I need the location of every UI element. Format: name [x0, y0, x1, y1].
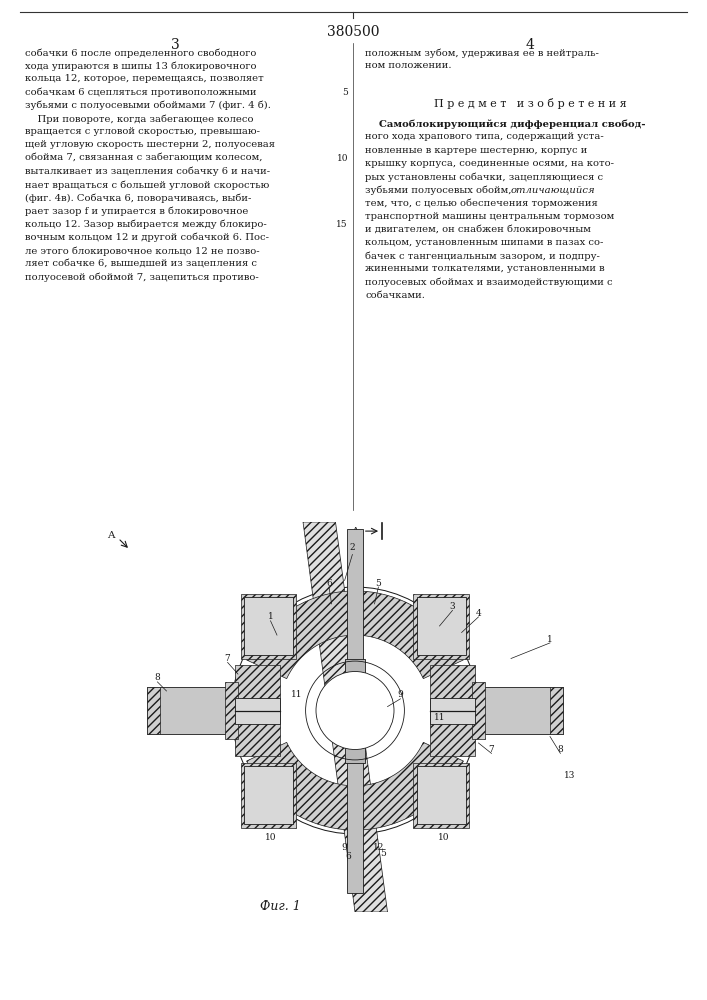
Text: Самоблокирующийся дифференциал свобод-: Самоблокирующийся дифференциал свобод-: [365, 119, 645, 129]
Text: кольцо 12. Зазор выбирается между блокиро-: кольцо 12. Зазор выбирается между блокир…: [25, 220, 267, 229]
Polygon shape: [472, 682, 485, 739]
Text: рых установлены собачки, зацепляющиеся с: рых установлены собачки, зацепляющиеся с: [365, 172, 603, 182]
Text: 6: 6: [346, 852, 351, 861]
Text: П р е д м е т   и з о б р е т е н и я: П р е д м е т и з о б р е т е н и я: [433, 98, 626, 109]
Text: При повороте, когда забегающее колесо: При повороте, когда забегающее колесо: [25, 114, 254, 123]
Text: новленные в картере шестерню, корпус и: новленные в картере шестерню, корпус и: [365, 146, 588, 155]
Text: жиненными толкателями, установленными в: жиненными толкателями, установленными в: [365, 264, 604, 273]
Polygon shape: [225, 682, 238, 739]
Bar: [344, 658, 366, 762]
Bar: [245, 766, 293, 824]
Bar: [147, 687, 235, 734]
Text: 5: 5: [380, 849, 387, 858]
Polygon shape: [147, 687, 160, 734]
Polygon shape: [240, 593, 296, 658]
Polygon shape: [235, 665, 279, 756]
Text: 9: 9: [341, 842, 347, 852]
Text: 12: 12: [373, 842, 384, 852]
Bar: [417, 766, 465, 824]
Text: 8: 8: [558, 745, 563, 754]
Text: 15: 15: [337, 220, 348, 229]
Text: 2: 2: [349, 544, 355, 552]
Text: 7: 7: [489, 745, 494, 754]
Text: 380500: 380500: [327, 25, 379, 39]
Text: 4: 4: [476, 608, 481, 617]
Text: ного хода храпового типа, содержащий уста-: ного хода храпового типа, содержащий уст…: [365, 132, 604, 141]
Text: A: A: [107, 532, 115, 540]
Text: рает зазор f и упирается в блокировочное: рает зазор f и упирается в блокировочное: [25, 206, 248, 216]
Text: 5: 5: [375, 579, 381, 588]
Text: ляет собачке 6, вышедшей из зацепления с: ляет собачке 6, вышедшей из зацепления с: [25, 259, 257, 268]
Text: 1: 1: [547, 635, 553, 644]
Text: 11: 11: [291, 690, 303, 699]
Text: 10: 10: [438, 833, 449, 842]
Polygon shape: [414, 762, 469, 828]
Polygon shape: [240, 762, 296, 828]
Text: 11: 11: [434, 712, 445, 722]
Text: положным зубом, удерживая ее в нейтраль-: положным зубом, удерживая ее в нейтраль-: [365, 48, 599, 57]
Polygon shape: [247, 591, 463, 679]
Text: отличающийся: отличающийся: [511, 185, 595, 194]
Text: 9: 9: [397, 690, 404, 699]
Text: 10: 10: [337, 154, 348, 163]
Text: полуосевой обоймой 7, зацепиться противо-: полуосевой обоймой 7, зацепиться противо…: [25, 272, 259, 282]
Text: 6: 6: [326, 579, 332, 588]
Text: и двигателем, он снабжен блокировочным: и двигателем, он снабжен блокировочным: [365, 225, 591, 234]
Polygon shape: [550, 687, 563, 734]
Text: выталкивает из зацепления собачку 6 и начи-: выталкивает из зацепления собачку 6 и на…: [25, 167, 270, 176]
Text: собачками.: собачками.: [365, 291, 425, 300]
Bar: [417, 597, 465, 655]
Text: 5: 5: [342, 88, 348, 97]
Text: 13: 13: [563, 771, 575, 780]
Bar: [342, 700, 368, 721]
Circle shape: [316, 672, 394, 750]
Text: вочным кольцом 12 и другой собачкой 6. Пос-: вочным кольцом 12 и другой собачкой 6. П…: [25, 233, 269, 242]
Text: кольца 12, которое, перемещаясь, позволяет: кольца 12, которое, перемещаясь, позволя…: [25, 74, 264, 83]
Text: крышку корпуса, соединенные осями, на кото-: крышку корпуса, соединенные осями, на ко…: [365, 159, 614, 168]
Text: (фиг. 4в). Собачка 6, поворачиваясь, выби-: (фиг. 4в). Собачка 6, поворачиваясь, выб…: [25, 193, 252, 203]
Text: полуосевых обоймах и взаимодействующими с: полуосевых обоймах и взаимодействующими …: [365, 278, 613, 287]
Text: ле этого блокировочное кольцо 12 не позво-: ле этого блокировочное кольцо 12 не позв…: [25, 246, 259, 255]
Text: собачки 6 после определенного свободного: собачки 6 после определенного свободного: [25, 48, 257, 57]
Circle shape: [339, 695, 370, 726]
Text: 8: 8: [155, 674, 160, 682]
Text: Фиг. 1: Фиг. 1: [259, 900, 300, 913]
Bar: [431, 698, 474, 724]
Text: щей угловую скорость шестерни 2, полуосевая: щей угловую скорость шестерни 2, полуосе…: [25, 140, 275, 149]
Text: A: A: [351, 527, 359, 536]
Text: бачек с тангенциальным зазором, и подпру-: бачек с тангенциальным зазором, и подпру…: [365, 251, 600, 261]
Text: собачкам 6 сцепляться противоположными: собачкам 6 сцепляться противоположными: [25, 88, 257, 97]
Text: зубьями с полуосевыми обоймами 7 (фиг. 4 б).: зубьями с полуосевыми обоймами 7 (фиг. 4…: [25, 101, 271, 110]
Text: нает вращаться с большей угловой скоростью: нает вращаться с большей угловой скорост…: [25, 180, 269, 190]
Polygon shape: [247, 742, 463, 830]
Bar: [245, 597, 293, 655]
Polygon shape: [431, 665, 474, 756]
Polygon shape: [303, 522, 387, 912]
Text: хода упираются в шипы 13 блокировочного: хода упираются в шипы 13 блокировочного: [25, 61, 257, 71]
Text: зубьями полуосевых обойм,: зубьями полуосевых обойм,: [365, 185, 515, 195]
Text: 1: 1: [268, 612, 274, 621]
Polygon shape: [414, 593, 469, 658]
Text: тем, что, с целью обеспечения торможения: тем, что, с целью обеспечения торможения: [365, 198, 597, 208]
Text: вращается с угловой скоростью, превышаю-: вращается с угловой скоростью, превышаю-: [25, 127, 260, 136]
Text: обойма 7, связанная с забегающим колесом,: обойма 7, связанная с забегающим колесом…: [25, 154, 262, 163]
Text: 3: 3: [450, 602, 455, 611]
Text: 10: 10: [264, 833, 276, 842]
Bar: [347, 528, 363, 892]
Text: ном положении.: ном положении.: [365, 61, 452, 70]
Bar: [235, 698, 279, 724]
Text: 3: 3: [170, 38, 180, 52]
Text: транспортной машины центральным тормозом: транспортной машины центральным тормозом: [365, 212, 614, 221]
Text: 7: 7: [225, 654, 230, 663]
Bar: [474, 687, 563, 734]
Text: 4: 4: [525, 38, 534, 52]
Text: кольцом, установленным шипами в пазах со-: кольцом, установленным шипами в пазах со…: [365, 238, 603, 247]
